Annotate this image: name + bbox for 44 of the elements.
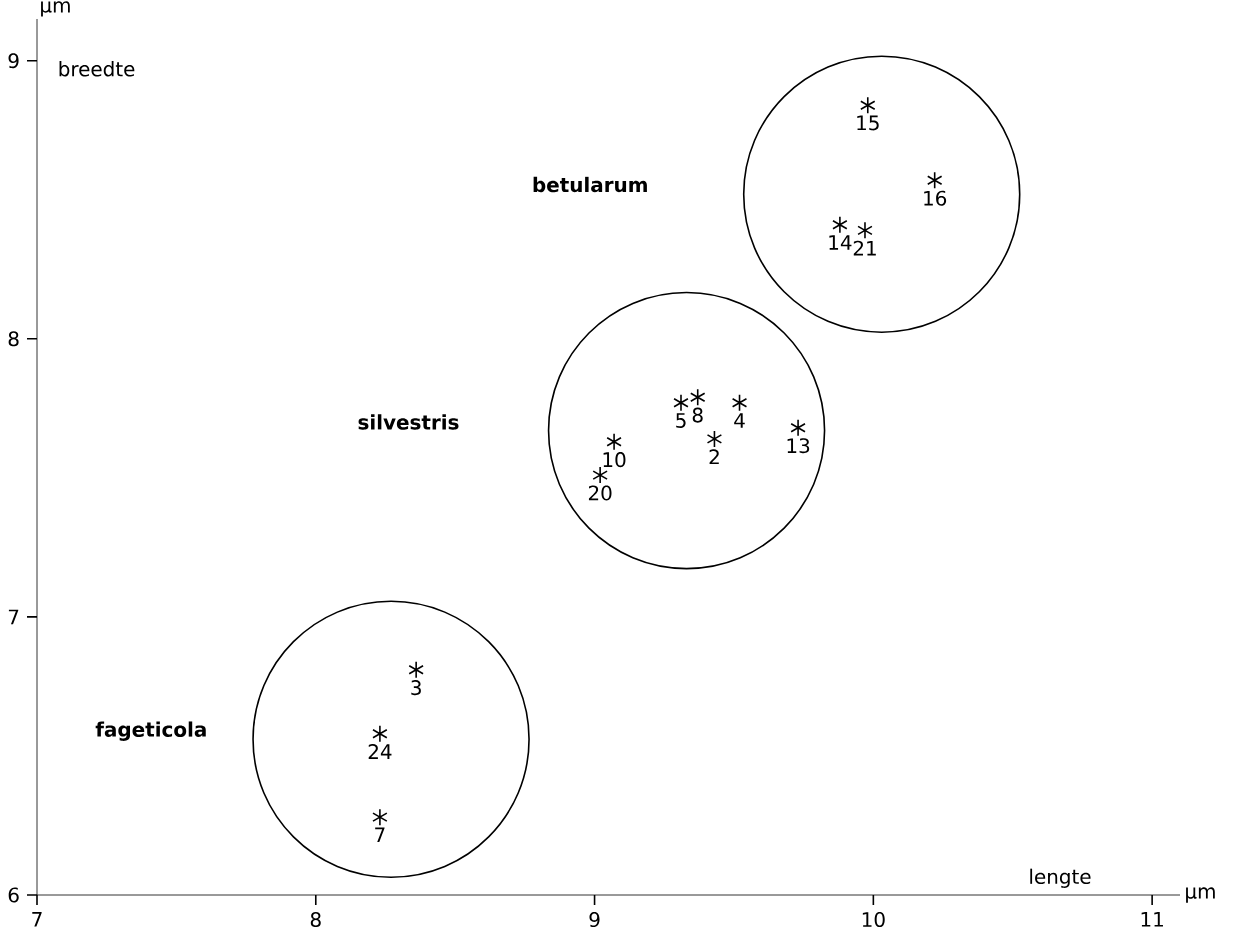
x-tick-label: 9 xyxy=(589,912,600,928)
annotation: 24 xyxy=(368,744,392,759)
point xyxy=(372,808,388,826)
annotation: 15 xyxy=(857,115,879,131)
text: µm xyxy=(1186,887,1215,903)
x-tick-label: 10 xyxy=(862,912,885,928)
annotation: 2 xyxy=(709,449,719,465)
annotation: 16 xyxy=(924,190,947,206)
annotation: fageticola xyxy=(95,721,206,741)
point xyxy=(790,419,806,437)
annotation: 8 xyxy=(692,407,703,423)
point xyxy=(860,96,876,114)
annotation: 14 xyxy=(829,235,852,250)
annotation: 7 xyxy=(375,827,385,843)
point xyxy=(592,466,608,484)
annotation: 3 xyxy=(411,680,421,696)
point xyxy=(832,215,848,234)
annotation: 13 xyxy=(787,438,810,454)
annotation: 21 xyxy=(853,240,876,256)
point xyxy=(706,430,723,448)
y-axis-title: breedte xyxy=(59,61,135,77)
annotation: 10 xyxy=(603,452,626,468)
x-axis-title: lengte xyxy=(1030,868,1091,888)
annotation: 4 xyxy=(734,413,745,428)
point xyxy=(606,432,622,451)
x-tick-label: 7 xyxy=(32,912,42,927)
point xyxy=(689,388,706,406)
x-tick-label: 8 xyxy=(310,912,321,928)
y-tick-label: 9 xyxy=(8,53,19,69)
point xyxy=(926,171,943,190)
point xyxy=(731,393,748,412)
y-tick-label: 8 xyxy=(8,331,19,347)
point xyxy=(857,221,873,240)
point xyxy=(673,393,689,412)
point xyxy=(408,660,424,679)
annotation: 20 xyxy=(588,485,612,501)
annotation: silvestris xyxy=(358,414,459,430)
text: µm xyxy=(41,1,70,17)
point xyxy=(372,724,388,743)
x-tick-label: 11 xyxy=(1141,912,1163,927)
annotation: betularum xyxy=(533,176,647,193)
y-tick-label: 7 xyxy=(8,609,19,625)
annotation: 5 xyxy=(676,413,686,428)
y-tick-label: 6 xyxy=(8,887,19,903)
